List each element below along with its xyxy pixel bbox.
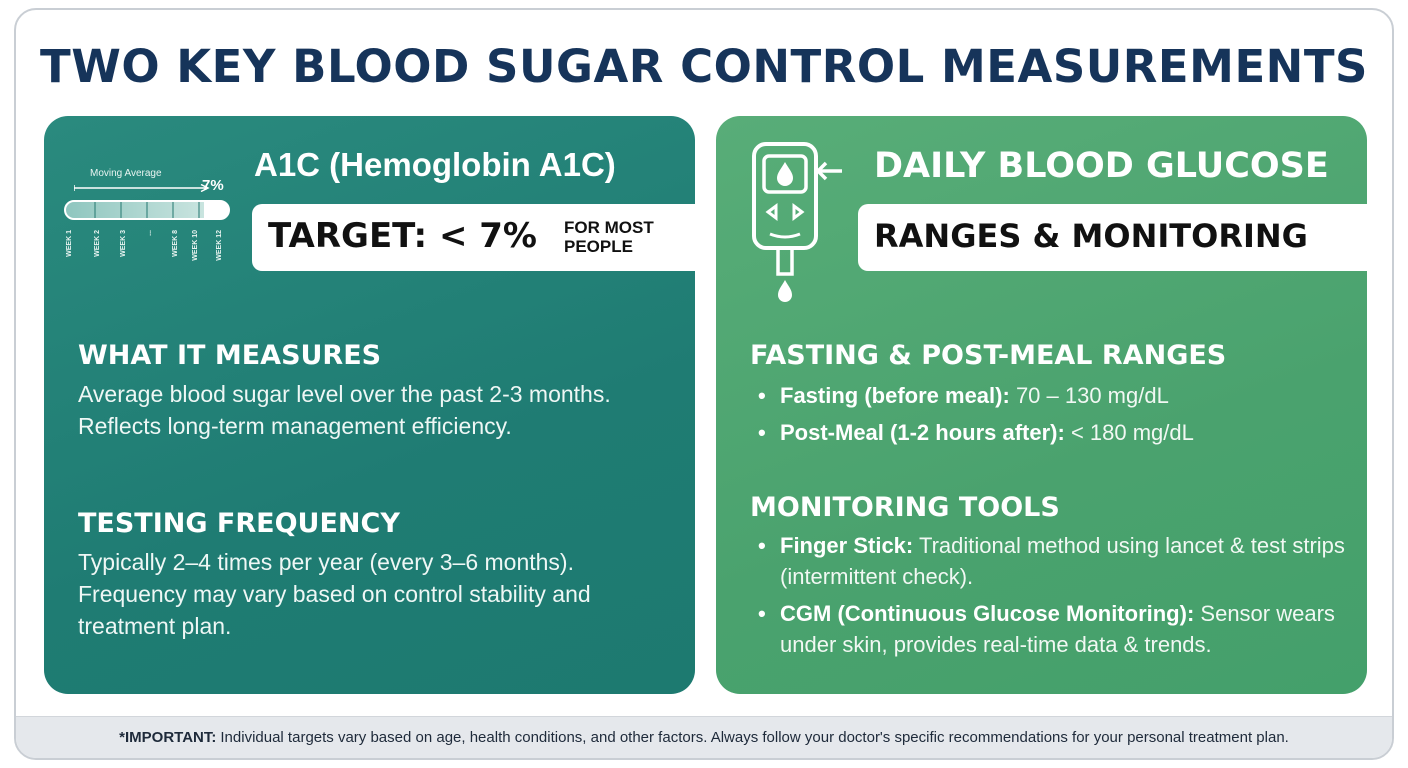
measures-heading: WHAT IT MEASURES [78,340,382,371]
tool-label: CGM (Continuous Glucose Monitoring): [780,601,1195,626]
ranges-list: Fasting (before meal): 70 – 130 mg/dL Po… [750,380,1350,448]
tools-heading: MONITORING TOOLS [750,492,1060,523]
tools-list: Finger Stick: Traditional method using l… [750,530,1350,660]
infographic-frame: TWO KEY BLOOD SUGAR CONTROL MEASUREMENTS… [14,8,1394,760]
disclaimer-label: *IMPORTANT: [119,729,217,746]
list-item: Finger Stick: Traditional method using l… [750,530,1350,592]
progress-bar [64,200,230,220]
frequency-text: Typically 2–4 times per year (every 3–6 … [78,549,591,639]
progress-fill [66,202,204,218]
week-label: WEEK 8 [172,230,179,257]
chart-value: 7% [202,177,224,194]
week-label: WEEK 12 [216,230,223,261]
list-item: Post-Meal (1-2 hours after): < 180 mg/dL [750,417,1350,448]
list-item: Fasting (before meal): 70 – 130 mg/dL [750,380,1350,411]
range-label: Post-Meal (1-2 hours after): [780,420,1065,445]
week-label: WEEK 3 [120,230,127,257]
week-labels: WEEK 1 WEEK 2 WEEK 3 ... WEEK 8 WEEK 10 … [64,226,234,272]
daily-subtitle: RANGES & MONITORING [874,217,1308,255]
a1c-panel: Moving Average 7% WEEK 1 WEEK 2 WEEK 3 .… [44,116,695,694]
tool-description: Traditional method using lancet & test s… [780,533,1345,589]
page-title: TWO KEY BLOOD SUGAR CONTROL MEASUREMENTS [40,40,1368,93]
week-label: ... [146,230,153,236]
range-value: < 180 mg/dL [1070,420,1194,445]
target-note: FOR MOST PEOPLE [564,218,654,256]
disclaimer-text: Individual targets vary based on age, he… [220,729,1289,746]
bar-tick [120,202,122,218]
chart-label: Moving Average [90,168,162,179]
target-box: TARGET: < 7% FOR MOST PEOPLE [252,204,695,271]
week-label: WEEK 1 [66,230,73,257]
arrow-right-icon [74,184,210,192]
bar-tick [172,202,174,218]
range-value: 70 – 130 mg/dL [1015,383,1169,408]
a1c-title: A1C (Hemoglobin A1C) [254,146,616,183]
frequency-heading: TESTING FREQUENCY [78,508,400,539]
week-label: WEEK 10 [192,230,199,261]
tool-label: Finger Stick: [780,533,914,558]
daily-glucose-panel: DAILY BLOOD GLUCOSE RANGES & MONITORING … [716,116,1367,694]
target-value: TARGET: < 7% [268,216,537,256]
measures-text: Average blood sugar level over the past … [78,381,611,439]
bar-tick [198,202,200,218]
disclaimer-footer: *IMPORTANT: Individual targets vary base… [16,716,1392,758]
range-label: Fasting (before meal): [780,383,1010,408]
tool-description: Sensor wears under skin, provides real-t… [780,601,1335,657]
bar-tick [94,202,96,218]
daily-title: DAILY BLOOD GLUCOSE [874,146,1329,186]
moving-average-chart: Moving Average 7% WEEK 1 WEEK 2 WEEK 3 .… [64,164,244,274]
week-label: WEEK 2 [94,230,101,257]
glucose-meter-icon [752,142,842,302]
ranges-heading: FASTING & POST-MEAL RANGES [750,340,1227,371]
list-item: CGM (Continuous Glucose Monitoring): Sen… [750,598,1350,660]
subtitle-box: RANGES & MONITORING [858,204,1367,271]
bar-tick [146,202,148,218]
